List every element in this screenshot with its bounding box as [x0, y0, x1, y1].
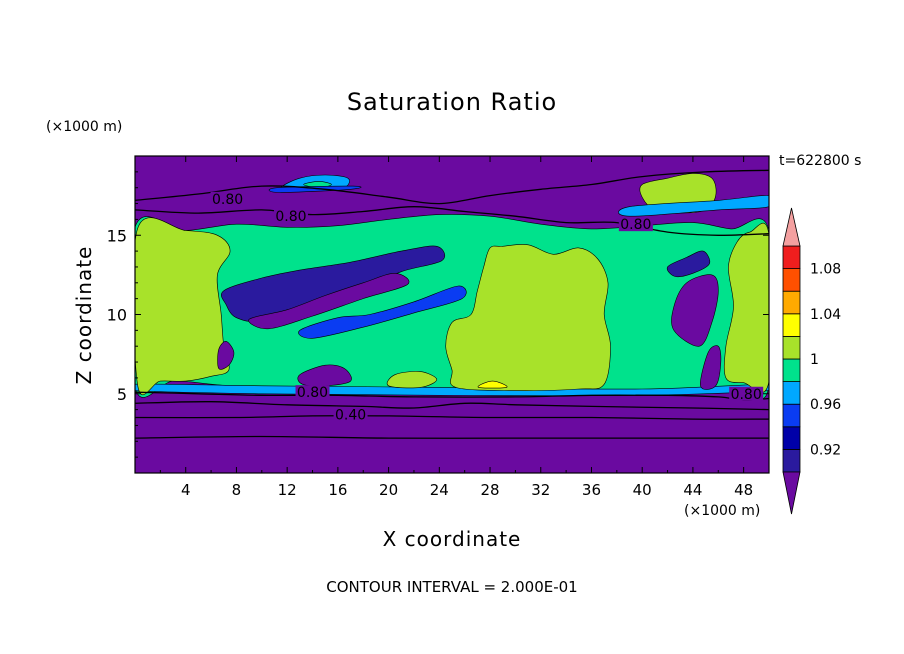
contour-interval-note: CONTOUR INTERVAL = 2.000E-01 — [326, 578, 578, 596]
contour-label-bg-1 — [273, 209, 308, 224]
x-tick-label-16: 16 — [328, 481, 347, 499]
contour-line-3 — [135, 401, 769, 411]
x-tick-label-4: 4 — [181, 481, 191, 499]
region-near-sat-band — [618, 195, 769, 217]
y-axis-unit: (×1000 m) — [46, 119, 123, 135]
x-tick-label-28: 28 — [480, 481, 499, 499]
chart-title: Saturation Ratio — [346, 88, 558, 116]
x-tick-label-32: 32 — [531, 481, 550, 499]
x-axis-label: X coordinate — [382, 527, 522, 551]
x-tick-label-48: 48 — [734, 481, 753, 499]
region-dry-intrusion-2 — [248, 272, 410, 330]
region-dry-patch-left — [217, 341, 235, 370]
region-cap-edge — [268, 185, 362, 193]
y-tick-label-5: 5 — [117, 385, 127, 404]
contour-line-5 — [135, 435, 769, 439]
time-label: t=622800 s — [779, 153, 862, 169]
region-dry-arc-right — [666, 250, 711, 278]
region-humid-edge — [135, 383, 769, 397]
contour-label-bg-0 — [210, 191, 245, 206]
x-tick-label-44: 44 — [683, 481, 702, 499]
contour-line-2 — [135, 391, 769, 401]
region-dry-intrusion-3 — [298, 285, 467, 339]
region-supersat-left — [135, 217, 231, 395]
plot-area: 0.80 0.80 0.80 0.80 0.40 0.80 — [135, 156, 769, 473]
contour-label-0: 0.80 — [212, 192, 243, 208]
region-dry-patch-right — [671, 274, 719, 347]
x-tick-label-8: 8 — [232, 481, 242, 499]
contour-label-5: 0.80 — [731, 387, 762, 403]
x-axis-unit: (×1000 m) — [684, 503, 761, 519]
contour-label-bg-2 — [618, 217, 653, 232]
x-tick-label-20: 20 — [379, 481, 398, 499]
region-dry-intrusion-1 — [221, 245, 445, 322]
region-dry-patch-mid — [297, 364, 352, 387]
x-tick-label-24: 24 — [430, 481, 449, 499]
contour-label-bg-3 — [295, 385, 330, 400]
contour-label-1: 0.80 — [275, 209, 306, 225]
contour-label-3: 0.80 — [297, 385, 328, 401]
contour-label-2: 0.80 — [620, 217, 651, 233]
contour-label-4: 0.40 — [335, 407, 366, 423]
contour-line-4 — [135, 415, 769, 420]
region-dry-strip-right — [700, 345, 722, 390]
region-supersat-blob — [386, 371, 438, 389]
y-tick-label-10: 10 — [107, 306, 127, 325]
region-supersat-center — [445, 244, 611, 391]
y-tick-label-15: 15 — [107, 226, 127, 245]
x-tick-label-40: 40 — [633, 481, 652, 499]
x-tick-label-36: 36 — [582, 481, 601, 499]
contour-line-1 — [135, 206, 769, 236]
contour-line-0 — [135, 169, 769, 205]
contour-label-bg-5 — [729, 386, 764, 401]
x-tick-label-12: 12 — [278, 481, 297, 499]
region-yellow-bubble — [477, 380, 508, 389]
contour-label-bg-4 — [333, 407, 368, 422]
